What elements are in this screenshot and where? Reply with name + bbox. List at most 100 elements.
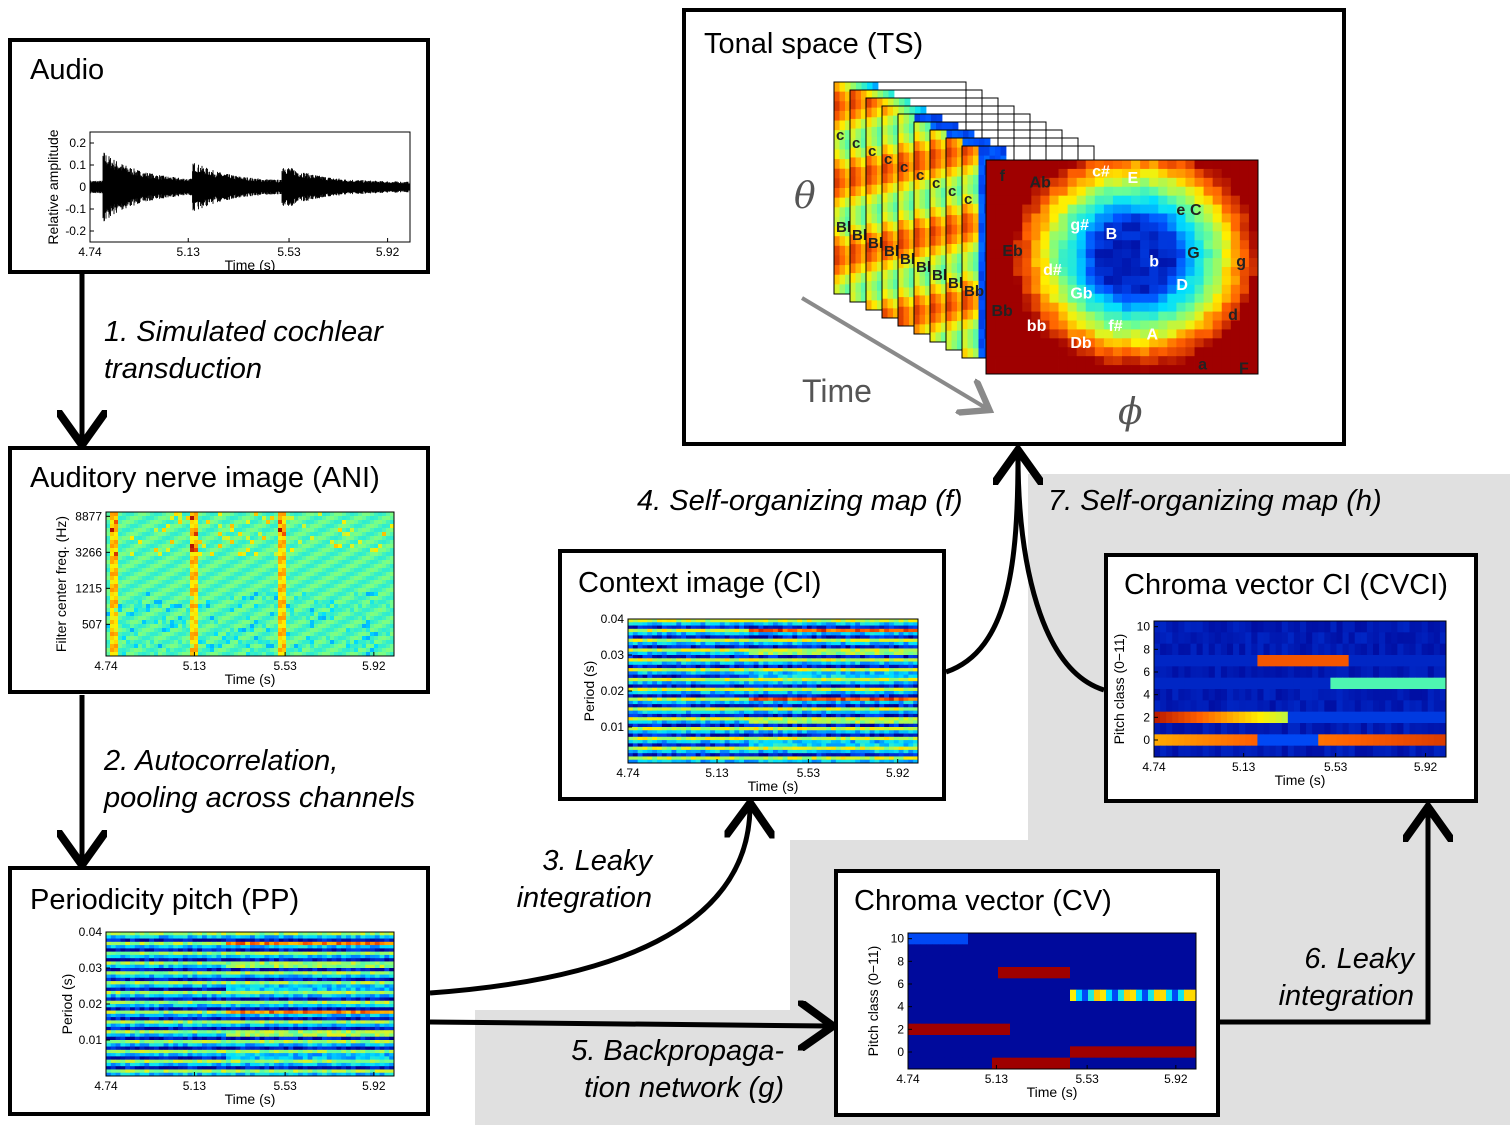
ani-cell bbox=[338, 532, 343, 537]
pp-cell bbox=[158, 997, 164, 1002]
pp-cell bbox=[226, 1043, 232, 1047]
pp-cell bbox=[331, 971, 337, 975]
ani-cell bbox=[150, 648, 155, 653]
pp-cell bbox=[379, 954, 385, 959]
ani-cell bbox=[146, 584, 151, 589]
ani-cell bbox=[282, 560, 287, 565]
ani-cell bbox=[246, 528, 251, 533]
ani-cell bbox=[274, 548, 279, 553]
ani-cell bbox=[330, 564, 335, 569]
pp-cell bbox=[360, 1017, 366, 1021]
pp-cell bbox=[106, 941, 112, 946]
pp-cell bbox=[110, 1000, 116, 1005]
ani-cell bbox=[146, 576, 151, 581]
pp-cell bbox=[269, 945, 275, 949]
ani-cell bbox=[338, 536, 343, 541]
ani-cell bbox=[146, 648, 151, 653]
pp-cell bbox=[370, 1010, 376, 1015]
pp-cell bbox=[341, 964, 347, 969]
pp-cell bbox=[384, 1046, 390, 1051]
ani-cell bbox=[294, 612, 299, 617]
pp-cell bbox=[389, 1036, 395, 1041]
ani-cell bbox=[286, 608, 291, 613]
ani-cell bbox=[174, 544, 179, 549]
ani-cell bbox=[262, 640, 267, 645]
ani-cell bbox=[166, 612, 171, 617]
ani-cell bbox=[314, 604, 319, 609]
ani-cell bbox=[310, 600, 315, 605]
pp-cell bbox=[192, 958, 198, 962]
ani-cell bbox=[250, 640, 255, 645]
ani-cell bbox=[158, 576, 163, 581]
pp-cell bbox=[254, 994, 260, 998]
ani-cell bbox=[290, 556, 295, 561]
ani-cell bbox=[306, 588, 311, 593]
pp-cell bbox=[221, 1020, 227, 1025]
ani-cell bbox=[354, 576, 359, 581]
ani-cell bbox=[354, 528, 359, 533]
pp-cell bbox=[130, 968, 136, 972]
ani-cell bbox=[226, 520, 231, 525]
pp-cell bbox=[139, 968, 145, 972]
ani-cell bbox=[374, 596, 379, 601]
ani-cell bbox=[214, 552, 219, 557]
ani-cell bbox=[170, 568, 175, 573]
step-3-label: 3. Leaky integration bbox=[500, 843, 652, 917]
ani-cell bbox=[270, 532, 275, 537]
ani-cell bbox=[374, 512, 379, 517]
ani-cell bbox=[210, 524, 215, 529]
pp-cell bbox=[106, 1013, 112, 1018]
ani-cell bbox=[266, 648, 271, 653]
pp-cell bbox=[259, 1053, 265, 1057]
ani-cell bbox=[138, 572, 143, 577]
pp-cell bbox=[211, 958, 217, 962]
pp-cell bbox=[350, 974, 356, 979]
pp-cell bbox=[264, 1043, 270, 1047]
ani-cell bbox=[242, 556, 247, 561]
pp-cell bbox=[322, 974, 328, 979]
pp-cell bbox=[389, 977, 395, 982]
ani-cell bbox=[366, 628, 371, 633]
ani-cell bbox=[274, 556, 279, 561]
ani-cell bbox=[382, 524, 387, 529]
pp-cell bbox=[245, 1010, 251, 1015]
ani-cell bbox=[370, 624, 375, 629]
ani-cell bbox=[254, 568, 259, 573]
pp-cell bbox=[346, 1000, 352, 1005]
ani-cell bbox=[322, 512, 327, 517]
ani-cell bbox=[250, 600, 255, 605]
ani-cell bbox=[222, 512, 227, 517]
ani-cell bbox=[258, 636, 263, 641]
pp-cell bbox=[230, 1056, 236, 1061]
ani-cell bbox=[166, 512, 171, 517]
pp-cell bbox=[120, 1013, 126, 1018]
pp-cell bbox=[106, 958, 112, 962]
ani-cell bbox=[122, 632, 127, 637]
pp-cell bbox=[365, 971, 371, 975]
pp-cell bbox=[254, 935, 260, 939]
ani-cell bbox=[118, 524, 123, 529]
pp-cell bbox=[384, 1030, 390, 1034]
ani-cell bbox=[154, 584, 159, 589]
pp-cell bbox=[312, 997, 318, 1002]
ani-cell bbox=[182, 584, 187, 589]
ani-cell bbox=[138, 628, 143, 633]
ani-cell bbox=[246, 620, 251, 625]
pp-cell bbox=[211, 951, 217, 956]
pp-cell bbox=[350, 997, 356, 1002]
ani-cell bbox=[234, 644, 239, 649]
pp-cell bbox=[115, 984, 121, 989]
ani-cell bbox=[378, 596, 383, 601]
ani-cell bbox=[222, 620, 227, 625]
pp-cell bbox=[163, 1030, 169, 1034]
pp-cell bbox=[187, 958, 193, 962]
pp-cell bbox=[202, 1000, 208, 1005]
ani-cell bbox=[126, 608, 131, 613]
ani-cell bbox=[386, 540, 391, 545]
ani-cell bbox=[370, 548, 375, 553]
pp-cell bbox=[365, 1000, 371, 1005]
ani-cell bbox=[254, 564, 259, 569]
ani-cell bbox=[150, 616, 155, 621]
ani-cell bbox=[158, 636, 163, 641]
ani-cell bbox=[354, 516, 359, 521]
